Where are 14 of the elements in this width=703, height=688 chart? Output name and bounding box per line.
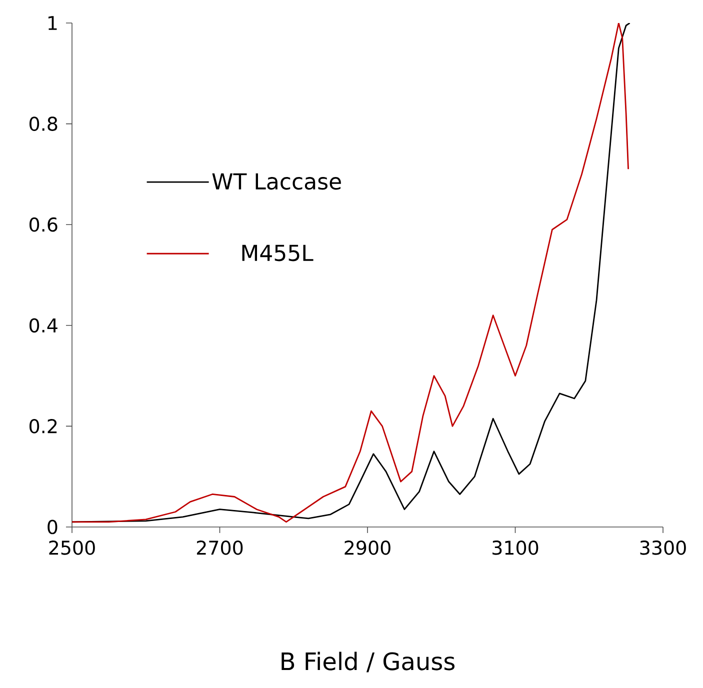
x-tick-label: 3300 (640, 540, 686, 555)
x-tick-label: 2500 (49, 540, 95, 555)
y-tick-label: 0.2 (30, 419, 57, 434)
x-axis-title: B Field / Gauss (282, 652, 454, 672)
x-tick-label: 2900 (344, 540, 390, 555)
y-tick-label: 0.6 (30, 217, 58, 232)
x-tick-label: 3100 (492, 540, 538, 555)
y-tick-label: 0.4 (30, 318, 58, 333)
y-tick-label: 0 (48, 520, 58, 534)
legend-label: WT Laccase (212, 173, 341, 190)
x-tick-label: 2700 (196, 540, 243, 555)
y-tick-label: 1 (48, 16, 57, 30)
legend-label: M455L (242, 244, 314, 262)
y-tick-label: 0.8 (30, 116, 58, 131)
